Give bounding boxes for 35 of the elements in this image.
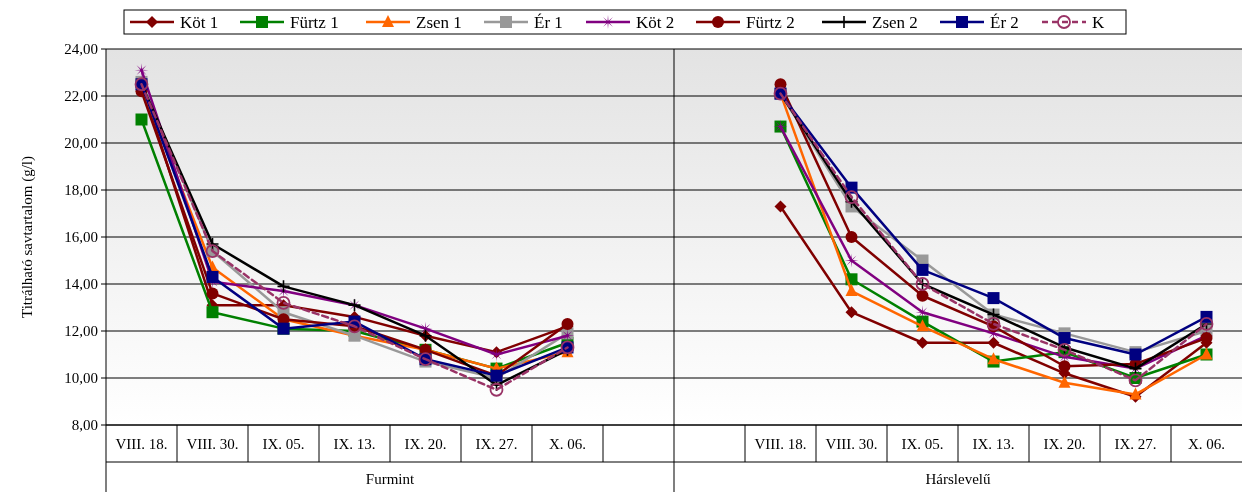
y-tick-label: 8,00 [71,417,98,434]
legend-label: Fürtz 1 [290,12,339,32]
y-tick-label: 22,00 [64,88,98,105]
legend-label: Köt 2 [636,12,675,32]
y-axis-title: Titrálható savtartalom (g/l) [19,156,36,318]
x-tick-label: IX. 27. [1114,436,1157,452]
legend-label: Ér 2 [990,12,1019,32]
x-tick-label: IX. 27. [475,436,518,452]
legend-label: Köt 1 [180,12,219,32]
y-tick-label: 16,00 [64,229,98,246]
x-tick-label: VIII. 18. [115,436,168,452]
x-tick-label: IX. 05. [262,436,305,452]
x-tick-label: VIII. 30. [186,436,239,452]
y-tick-label: 12,00 [64,323,98,340]
legend-label: Ér 1 [534,12,563,32]
y-tick-label: 10,00 [64,370,98,387]
x-tick-label: VIII. 30. [825,436,878,452]
x-tick-label: IX. 05. [901,436,944,452]
legend-label: Fürtz 2 [746,12,795,32]
text: Hárslevelű [925,471,991,487]
x-tick-label: IX. 13. [333,436,376,452]
y-tick-label: 20,00 [64,135,98,152]
x-tick-label: X. 06. [1187,436,1226,452]
text: Furmint [365,471,415,487]
legend-label: Zsen 1 [416,12,462,32]
x-tick-label: VIII. 18. [754,436,807,452]
y-tick-label: 24,00 [64,41,98,58]
x-tick-label: X. 06. [548,436,587,452]
y-tick-label: 18,00 [64,182,98,199]
legend-label: K [1092,12,1105,32]
x-tick-label: IX. 20. [1043,436,1086,452]
x-tick-label: IX. 20. [404,436,447,452]
y-tick-label: 14,00 [64,276,98,293]
legend-label: Zsen 2 [872,12,918,32]
x-tick-label: IX. 13. [972,436,1015,452]
